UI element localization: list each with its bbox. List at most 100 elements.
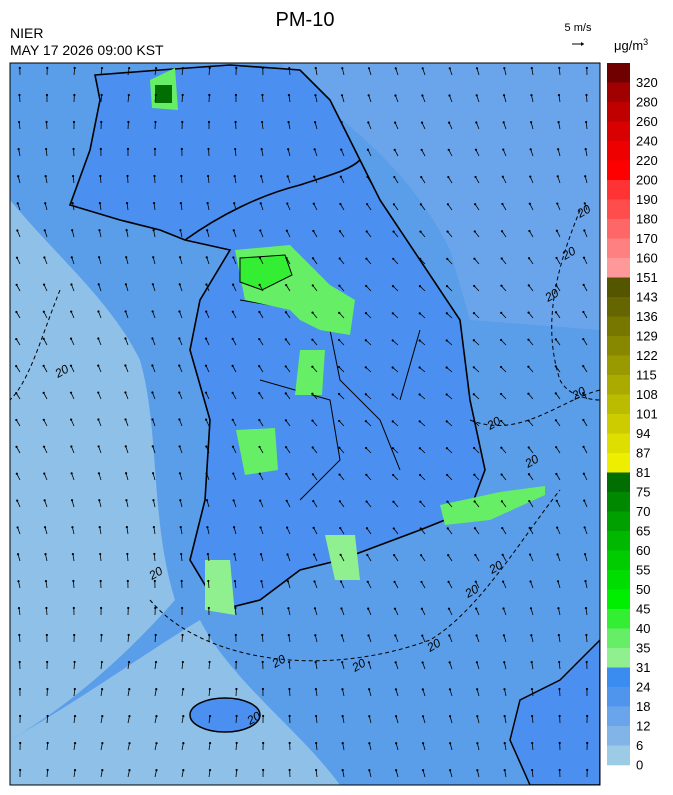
- agency: NIER: [10, 25, 43, 41]
- wind-arrow: [154, 662, 157, 670]
- colorbar-bin: [607, 472, 630, 493]
- wind-arrowhead: [97, 364, 100, 367]
- wind-arrow: [154, 716, 157, 724]
- wind-arrow: [261, 608, 264, 616]
- wind-arrowhead: [154, 120, 157, 124]
- wind-arrowhead: [585, 93, 588, 97]
- wind-arrowhead: [206, 202, 209, 205]
- wind-arrow: [446, 367, 453, 373]
- wind-arrowhead: [366, 203, 369, 206]
- wind-arrow: [126, 527, 129, 535]
- wind-arrow: [419, 394, 426, 400]
- wind-arrowhead: [341, 688, 344, 691]
- colorbar-label: 180: [636, 212, 658, 227]
- wind-arrow: [235, 607, 237, 616]
- wind-arrowhead: [315, 768, 318, 772]
- wind-arrow: [100, 770, 103, 778]
- wind-arrowhead: [531, 714, 534, 718]
- wind-arrowhead: [365, 500, 368, 503]
- wind-arrow: [152, 446, 156, 454]
- wind-arrowhead: [584, 148, 587, 151]
- contour-label: 20: [462, 582, 482, 601]
- colorbar-bin: [607, 258, 630, 278]
- wind-arrow: [473, 312, 480, 319]
- wind-arrowhead: [420, 121, 424, 124]
- wind-arrow: [180, 527, 183, 535]
- wind-arrowhead: [181, 660, 184, 664]
- wind-arrow: [528, 312, 534, 319]
- wind-arrowhead: [206, 229, 209, 232]
- wind-arrowhead: [234, 606, 237, 610]
- wind-arrowhead: [151, 283, 154, 286]
- wind-arrow: [583, 230, 588, 238]
- wind-arrow: [18, 122, 21, 130]
- wind-arrowhead: [530, 634, 533, 637]
- wind-arrow: [473, 366, 480, 373]
- wind-arrowhead: [394, 661, 397, 664]
- wind-arrowhead: [284, 446, 288, 449]
- wind-arrow: [18, 608, 21, 616]
- wind-arrowhead: [311, 365, 314, 368]
- wind-arrowhead: [258, 392, 261, 395]
- wind-arrowhead: [15, 365, 18, 368]
- wind-arrow: [584, 203, 588, 211]
- wind-arrowhead: [231, 283, 235, 286]
- wind-arrow: [125, 473, 129, 481]
- colorbar-label: 170: [636, 231, 658, 246]
- wind-arrowhead: [558, 741, 561, 745]
- wind-arrowhead: [19, 714, 22, 718]
- wind-arrowhead: [527, 365, 530, 368]
- wind-arrowhead: [445, 339, 448, 342]
- wind-arrowhead: [151, 310, 154, 313]
- wind-arrowhead: [365, 284, 368, 288]
- wind-arrowhead: [235, 687, 238, 691]
- wind-arrowhead: [287, 148, 290, 151]
- wind-arrowhead: [586, 714, 589, 718]
- wind-arrowhead: [125, 525, 128, 529]
- wind-arrowhead: [446, 527, 449, 530]
- wind-arrow: [365, 367, 372, 373]
- wind-arrow: [45, 554, 48, 562]
- wind-arrowhead: [472, 312, 476, 315]
- wind-arrowhead: [71, 552, 75, 556]
- wind-arrow: [232, 419, 237, 427]
- wind-arrowhead: [16, 229, 19, 232]
- wind-arrowhead: [473, 230, 476, 233]
- wind-arrow: [476, 770, 480, 778]
- wind-arrowhead: [419, 527, 422, 530]
- wind-arrowhead: [421, 94, 424, 97]
- wind-arrowhead: [421, 715, 425, 718]
- colorbar-bin: [607, 141, 630, 161]
- wind-arrow: [504, 716, 507, 724]
- wind-arrow: [420, 176, 426, 184]
- wind-arrowhead: [231, 418, 234, 421]
- wind-arrow: [421, 149, 426, 157]
- wind-arrowhead: [583, 229, 586, 232]
- wind-arrowhead: [555, 256, 558, 260]
- wind-arrow: [447, 231, 453, 238]
- wind-arrowhead: [556, 553, 559, 556]
- wind-arrowhead: [364, 312, 368, 315]
- wind-arrowhead: [124, 391, 127, 394]
- wind-arrowhead: [73, 714, 77, 718]
- wind-arrow: [338, 393, 345, 400]
- wind-arrowhead: [500, 284, 503, 287]
- wind-arrowhead: [315, 741, 318, 745]
- wind-arrow: [70, 419, 75, 427]
- wind-arrowhead: [72, 147, 75, 151]
- wind-arrow: [473, 393, 480, 400]
- wind-arrow: [395, 770, 399, 778]
- wind-arrowhead: [472, 393, 475, 396]
- wind-arrow: [285, 446, 291, 454]
- wind-arrowhead: [365, 257, 368, 260]
- wind-arrow: [288, 95, 291, 103]
- wind-arrowhead: [72, 579, 75, 583]
- colorbar-bin: [607, 433, 630, 454]
- wind-arrow: [154, 743, 157, 751]
- wind-arrowhead: [204, 337, 208, 340]
- wind-arrowhead: [208, 633, 211, 637]
- wind-arrow: [555, 339, 561, 346]
- wind-arrow: [71, 230, 75, 238]
- wind-arrow: [70, 392, 75, 400]
- wind-arrow: [288, 67, 291, 76]
